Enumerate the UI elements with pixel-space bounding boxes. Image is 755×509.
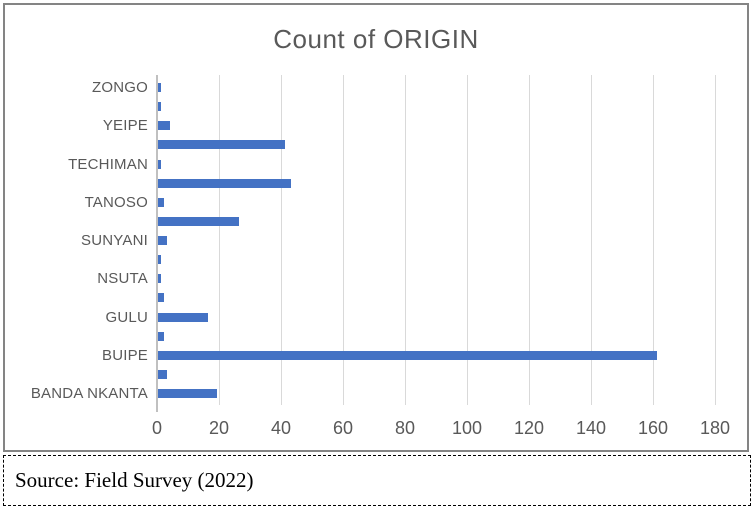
source-note-box: Source: Field Survey (2022) bbox=[3, 455, 751, 506]
y-axis-label-nsuta: NSUTA bbox=[97, 270, 148, 288]
source-note-text: Source: Field Survey (2022) bbox=[15, 468, 254, 492]
plot-area: 0 20 40 60 80 100 120 140 160 180 ZONGO YEIPE TECHIM… bbox=[31, 75, 737, 437]
gridline-20 bbox=[219, 75, 220, 405]
y-axis-label-zongo: ZONGO bbox=[92, 79, 148, 97]
bar-yeipe bbox=[158, 121, 171, 131]
bar-unlabeled-9 bbox=[158, 255, 162, 265]
x-tick-label-140: 140 bbox=[575, 418, 607, 438]
bar-unlabeled-13 bbox=[158, 331, 165, 341]
y-axis-label-banda-nkanta: BANDA NKANTA bbox=[30, 384, 148, 402]
y-axis-label-gulu: GULU bbox=[105, 308, 148, 326]
bar-unlabeled-7 bbox=[158, 216, 239, 226]
gridline-40 bbox=[281, 75, 282, 405]
x-tick-label-40: 40 bbox=[270, 418, 292, 438]
x-tick-label-160: 160 bbox=[637, 418, 669, 438]
bar-tanoso bbox=[158, 197, 165, 207]
gridline-140 bbox=[591, 75, 592, 405]
gridline-80 bbox=[405, 75, 406, 405]
gridline-160 bbox=[653, 75, 654, 405]
x-tick-label-180: 180 bbox=[699, 418, 731, 438]
bar-unlabeled-5 bbox=[158, 178, 292, 188]
bar-buipe bbox=[158, 350, 658, 360]
gridline-100 bbox=[467, 75, 468, 405]
x-tick-label-80: 80 bbox=[394, 418, 416, 438]
bar-unlabeled-11 bbox=[158, 293, 165, 303]
bar-unlabeled-3 bbox=[158, 140, 286, 150]
bar-zongo bbox=[158, 83, 162, 93]
gridline-180 bbox=[715, 75, 716, 405]
bar-banda-nkanta bbox=[158, 388, 217, 398]
bar-unlabeled-1 bbox=[158, 102, 162, 112]
chart-title: Count of ORIGIN bbox=[273, 24, 479, 54]
x-tick-label-100: 100 bbox=[451, 418, 483, 438]
origin-bar-chart: Count of ORIGIN 0 20 40 60 80 100 120 140 160 180… bbox=[3, 3, 749, 452]
y-axis-label-buipe: BUIPE bbox=[101, 346, 148, 364]
y-axis-label-tanoso: TANOSO bbox=[84, 193, 148, 211]
gridline-120 bbox=[529, 75, 530, 405]
bar-sunyani bbox=[158, 236, 168, 246]
gridline-60 bbox=[343, 75, 344, 405]
x-tick-label-60: 60 bbox=[332, 418, 354, 438]
bar-nsuta bbox=[158, 274, 162, 284]
bar-gulu bbox=[158, 312, 208, 322]
x-tick-label-20: 20 bbox=[208, 418, 230, 438]
x-tick-label-120: 120 bbox=[513, 418, 545, 438]
y-axis-label-yeipe: YEIPE bbox=[102, 117, 148, 135]
x-tick-label-0: 0 bbox=[151, 418, 162, 438]
category-axis-line bbox=[156, 75, 158, 412]
bar-techiman bbox=[158, 159, 162, 169]
y-axis-label-sunyani: SUNYANI bbox=[81, 232, 148, 250]
bar-unlabeled-15 bbox=[158, 369, 168, 379]
y-axis-label-techiman: TECHIMAN bbox=[68, 155, 148, 173]
